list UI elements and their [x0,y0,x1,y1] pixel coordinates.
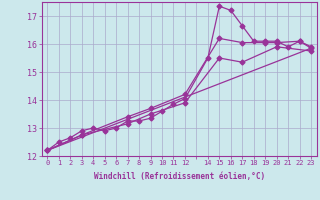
X-axis label: Windchill (Refroidissement éolien,°C): Windchill (Refroidissement éolien,°C) [94,172,265,181]
